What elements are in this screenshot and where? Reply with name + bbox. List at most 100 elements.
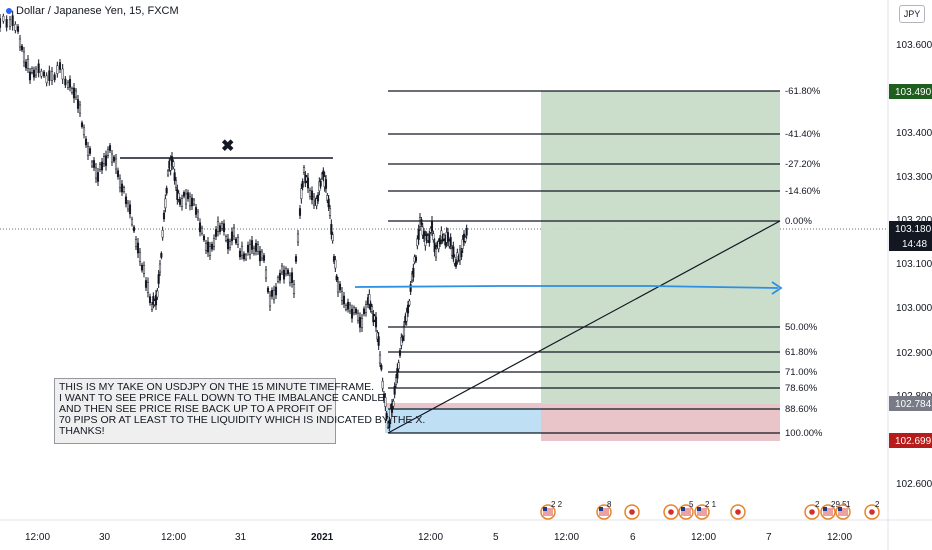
candle-body (234, 238, 238, 244)
us-flag-icon[interactable]: 2 1 (694, 500, 717, 520)
time-tick: 31 (235, 532, 247, 543)
candle-body (449, 237, 452, 246)
candle-body (300, 188, 303, 199)
fib-label: 50.00% (785, 322, 818, 333)
candle-body (276, 277, 280, 282)
candle-body (319, 180, 322, 187)
time-tick: 30 (99, 532, 111, 543)
event-count: 2 1 (705, 500, 717, 509)
candle-body (240, 245, 244, 256)
candle-body (292, 284, 296, 294)
candle-body (433, 242, 436, 253)
candle-body (437, 241, 440, 250)
candle-body (248, 244, 252, 255)
fib-label: -27.20% (785, 159, 821, 170)
candle-body (446, 232, 450, 242)
candle-body (358, 317, 362, 328)
candle-body (178, 199, 182, 205)
imbalance-zone[interactable] (385, 405, 541, 433)
candle-body (290, 272, 294, 283)
event-count: 1 (846, 500, 851, 509)
annotation-note[interactable]: THIS IS MY TAKE ON USDJPY ON THE 15 MINU… (54, 378, 426, 444)
candle-body (34, 68, 38, 76)
candle-body (402, 325, 406, 337)
time-tick: 12:00 (554, 532, 579, 543)
candle-body (332, 256, 336, 262)
candle-body (156, 290, 159, 298)
candle-body (250, 240, 254, 250)
candle-body (274, 286, 278, 296)
candle-body (335, 275, 338, 281)
jp-flag-icon[interactable] (663, 504, 679, 520)
candle-body (142, 265, 146, 274)
jp-flag-icon[interactable] (730, 504, 746, 520)
candle-body (324, 179, 328, 189)
time-tick: 12:00 (161, 532, 186, 543)
note-line: 70 PIPS OR AT LEAST TO THE LIQUIDITY WHI… (59, 414, 426, 426)
us-flag-icon[interactable]: 29 5 (820, 500, 847, 520)
stop-zone-strip (385, 403, 541, 408)
jp-flag-icon[interactable]: 2 (804, 500, 820, 520)
fibonacci-retracement[interactable]: -61.80% -41.40% -27.20% -14.60% 0.00% 50… (387, 86, 823, 439)
candle-body (24, 61, 28, 69)
candle-body (188, 196, 192, 207)
candle-body (412, 267, 415, 278)
time-tick: 12:00 (418, 532, 443, 543)
candle-body (397, 362, 400, 369)
candle-body (18, 38, 22, 48)
candle-body (272, 289, 276, 300)
symbol-title-text: Dollar / Japanese Yen, 15, FXCM (16, 5, 179, 17)
candle-body (352, 307, 356, 314)
candle-body (206, 241, 210, 253)
jp-flag-icon[interactable]: 2 (864, 500, 880, 520)
candle-body (382, 393, 386, 401)
profit-zone[interactable] (541, 91, 780, 404)
candle-body (122, 187, 126, 192)
candle-body (400, 337, 403, 346)
fib-label: 0.00% (785, 216, 812, 227)
us-flag-icon[interactable]: 8 (596, 500, 612, 520)
fib-label: -61.80% (785, 86, 821, 97)
candle-body (144, 280, 148, 288)
candle-body (56, 65, 59, 74)
us-flag-icon[interactable]: 1 (835, 500, 851, 520)
candle-body (84, 138, 88, 146)
candle-body (204, 243, 208, 251)
candle-body (244, 254, 248, 260)
us-flag-icon[interactable]: 5 (678, 500, 694, 520)
candle-body (430, 220, 434, 232)
candle-body (94, 167, 98, 179)
projection-arrow[interactable] (354, 281, 783, 295)
candle-body (294, 256, 298, 262)
candle-body (254, 243, 258, 252)
candle-body (220, 223, 224, 229)
candle-body (11, 15, 14, 26)
candle-body (310, 190, 314, 201)
tag-stop-price (889, 433, 932, 448)
jp-flag-icon[interactable] (624, 504, 640, 520)
us-flag-icon[interactable]: 2 2 (540, 500, 563, 520)
candlestick-series[interactable] (0, 10, 468, 431)
candle-body (158, 263, 162, 273)
candle-body (322, 170, 325, 179)
symbol-title[interactable]: Dollar / Japanese Yen, 15, FXCM (6, 5, 179, 17)
candle-body (238, 250, 242, 258)
candle-body (438, 237, 442, 245)
tag-entry-price-label: 102.784 (895, 399, 932, 410)
fib-diagonal (387, 220, 781, 434)
fib-label: -14.60% (785, 186, 821, 197)
candle-body (356, 312, 360, 321)
stop-loss-zone[interactable] (541, 404, 780, 441)
candle-body (364, 304, 368, 313)
tag-countdown (889, 236, 932, 251)
candle-body (260, 251, 264, 259)
candle-body (146, 282, 150, 293)
candle-body (42, 71, 46, 77)
candle-body (408, 300, 411, 306)
candle-body (166, 170, 170, 176)
candle-body (370, 306, 374, 312)
candle-body (381, 380, 384, 389)
currency-badge[interactable]: JPY (899, 5, 925, 23)
